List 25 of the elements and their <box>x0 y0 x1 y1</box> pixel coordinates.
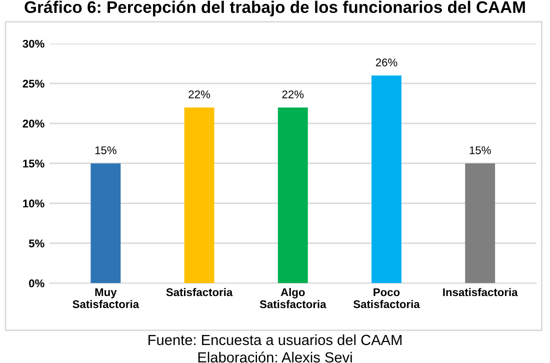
y-tick-label: 25% <box>22 80 44 88</box>
source-note: Fuente: Encuesta a usuarios del CAAM <box>148 334 402 346</box>
bar <box>90 163 121 284</box>
x-tick-label: Insatisfactoria <box>443 288 518 296</box>
text: Elaboración: Alexis Sevi <box>198 352 352 363</box>
y-tick-label: 20% <box>22 120 44 128</box>
chart-title: Gráfico 6: Percepción del trabajo de los funcionarios del CAAM <box>24 0 525 16</box>
y-tick-label: 0% <box>29 279 44 288</box>
x-tick-label: Algo Satisfactoria <box>260 288 326 308</box>
data-label: 15% <box>470 146 491 154</box>
bar <box>372 76 402 284</box>
y-tick-label: 10% <box>23 200 44 208</box>
y-tick-label: 30% <box>22 40 44 48</box>
bar <box>184 107 214 284</box>
y-tick-label: 15% <box>23 160 44 168</box>
data-label: 22% <box>188 90 210 98</box>
data-label: 15% <box>95 146 116 154</box>
bar <box>465 163 496 284</box>
data-label: 22% <box>282 90 304 98</box>
x-tick-label: Poco Satisfactoria <box>353 288 420 308</box>
y-tick-label: 5% <box>28 240 44 248</box>
x-tick-label: Muy Satisfactoria <box>72 288 140 308</box>
x-tick-label: Satisfactoria <box>166 288 233 296</box>
data-label: 26% <box>376 58 398 66</box>
bar <box>278 107 308 284</box>
